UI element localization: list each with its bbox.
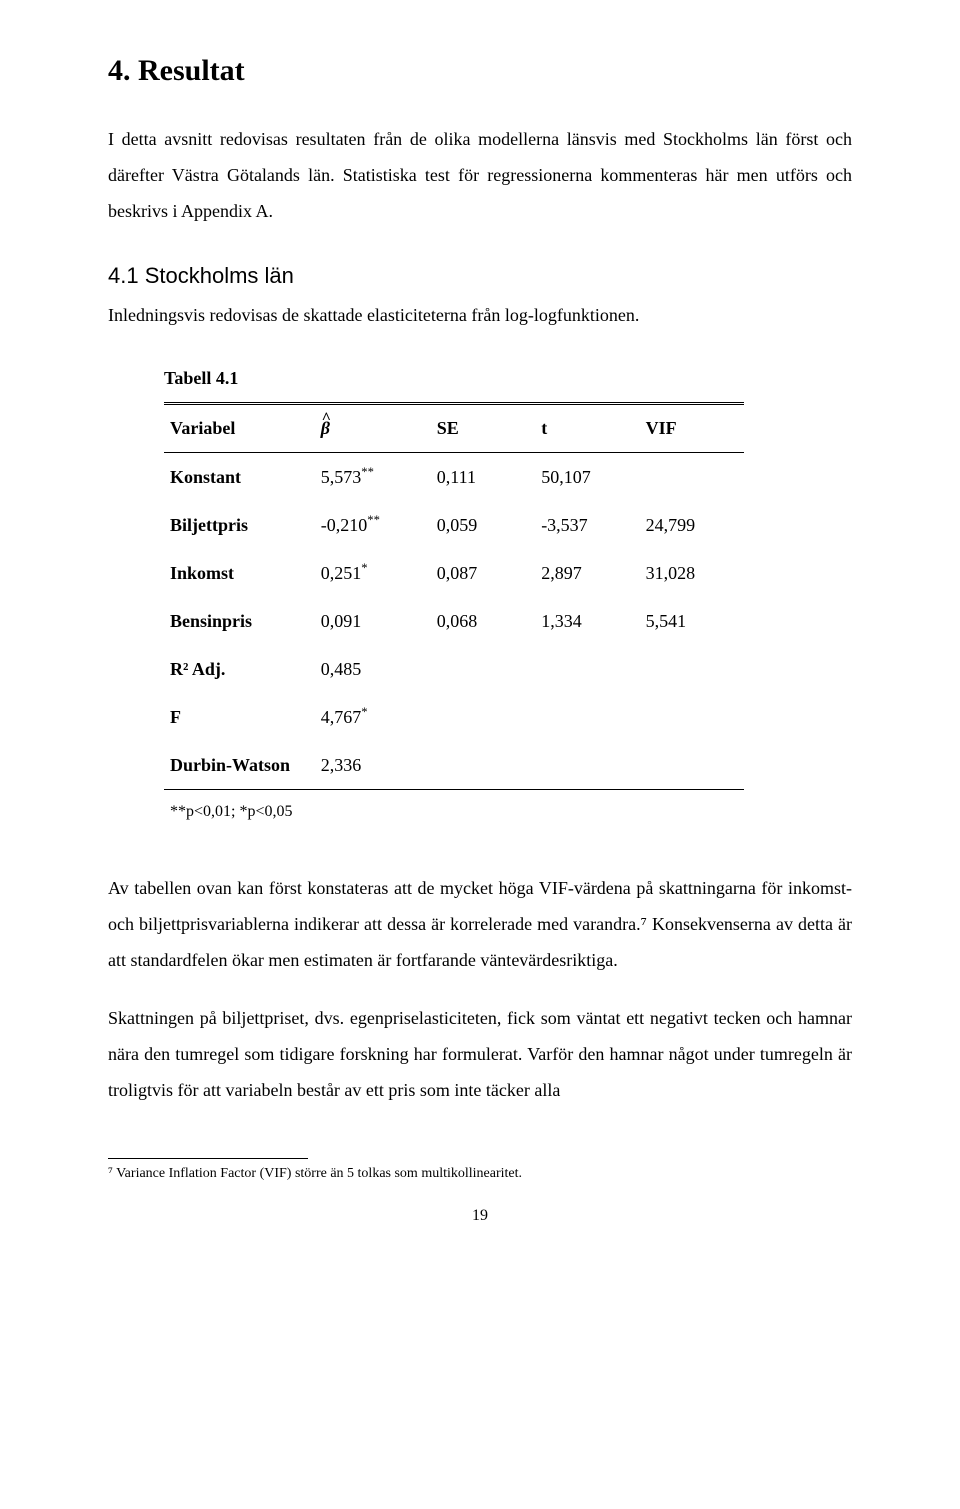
row-se: [431, 693, 535, 741]
table-4-1: Tabell 4.1 Variabel β SE t VIF Konstant …: [164, 365, 744, 834]
row-beta: 2,336: [315, 741, 431, 790]
paragraph-2: Skattningen på biljettpriset, dvs. egenp…: [108, 1000, 852, 1108]
row-t: [535, 693, 639, 741]
row-label: F: [164, 693, 315, 741]
row-beta: 5,573**: [315, 453, 431, 502]
table-significance-note: **p<0,01; *p<0,05: [164, 790, 744, 835]
row-se: 0,068: [431, 597, 535, 645]
row-label: Inkomst: [164, 549, 315, 597]
section-title: 4. Resultat: [108, 48, 852, 93]
table-row: Biljettpris -0,210** 0,059 -3,537 24,799: [164, 501, 744, 549]
row-vif: 5,541: [640, 597, 744, 645]
row-se: [431, 741, 535, 790]
row-beta: 0,485: [315, 645, 431, 693]
row-t: [535, 645, 639, 693]
subsection-title: 4.1 Stockholms län: [108, 259, 852, 292]
page-number: 19: [108, 1204, 852, 1228]
row-label: Bensinpris: [164, 597, 315, 645]
header-variable: Variabel: [164, 404, 315, 453]
row-beta: 4,767*: [315, 693, 431, 741]
footnote-7: ⁷ Variance Inflation Factor (VIF) större…: [108, 1163, 852, 1184]
table-row: F 4,767*: [164, 693, 744, 741]
row-vif: [640, 693, 744, 741]
intro-paragraph: I detta avsnitt redovisas resultaten frå…: [108, 121, 852, 229]
row-label: R² Adj.: [164, 645, 315, 693]
table-header-row: Variabel β SE t VIF: [164, 404, 744, 453]
table-row: Durbin-Watson 2,336: [164, 741, 744, 790]
row-se: [431, 645, 535, 693]
row-t: 2,897: [535, 549, 639, 597]
table-row: Konstant 5,573** 0,111 50,107: [164, 453, 744, 502]
header-beta: β: [315, 404, 431, 453]
row-label: Konstant: [164, 453, 315, 502]
regression-table: Variabel β SE t VIF Konstant 5,573** 0,1…: [164, 402, 744, 834]
row-t: 50,107: [535, 453, 639, 502]
row-vif: 24,799: [640, 501, 744, 549]
footnote-separator: [108, 1158, 308, 1159]
header-se: SE: [431, 404, 535, 453]
row-vif: [640, 645, 744, 693]
row-label: Durbin-Watson: [164, 741, 315, 790]
table-caption: Tabell 4.1: [164, 365, 744, 392]
row-se: 0,059: [431, 501, 535, 549]
row-beta: 0,091: [315, 597, 431, 645]
row-label: Biljettpris: [164, 501, 315, 549]
subsection-intro: Inledningsvis redovisas de skattade elas…: [108, 302, 852, 329]
row-vif: [640, 741, 744, 790]
row-t: -3,537: [535, 501, 639, 549]
row-vif: 31,028: [640, 549, 744, 597]
significance-text: **p<0,01; *p<0,05: [164, 790, 744, 835]
table-row: R² Adj. 0,485: [164, 645, 744, 693]
row-beta: 0,251*: [315, 549, 431, 597]
table-row: Bensinpris 0,091 0,068 1,334 5,541: [164, 597, 744, 645]
row-t: 1,334: [535, 597, 639, 645]
row-vif: [640, 453, 744, 502]
row-beta: -0,210**: [315, 501, 431, 549]
row-t: [535, 741, 639, 790]
header-vif: VIF: [640, 404, 744, 453]
row-se: 0,087: [431, 549, 535, 597]
header-t: t: [535, 404, 639, 453]
paragraph-1: Av tabellen ovan kan först konstateras a…: [108, 870, 852, 978]
table-row: Inkomst 0,251* 0,087 2,897 31,028: [164, 549, 744, 597]
row-se: 0,111: [431, 453, 535, 502]
